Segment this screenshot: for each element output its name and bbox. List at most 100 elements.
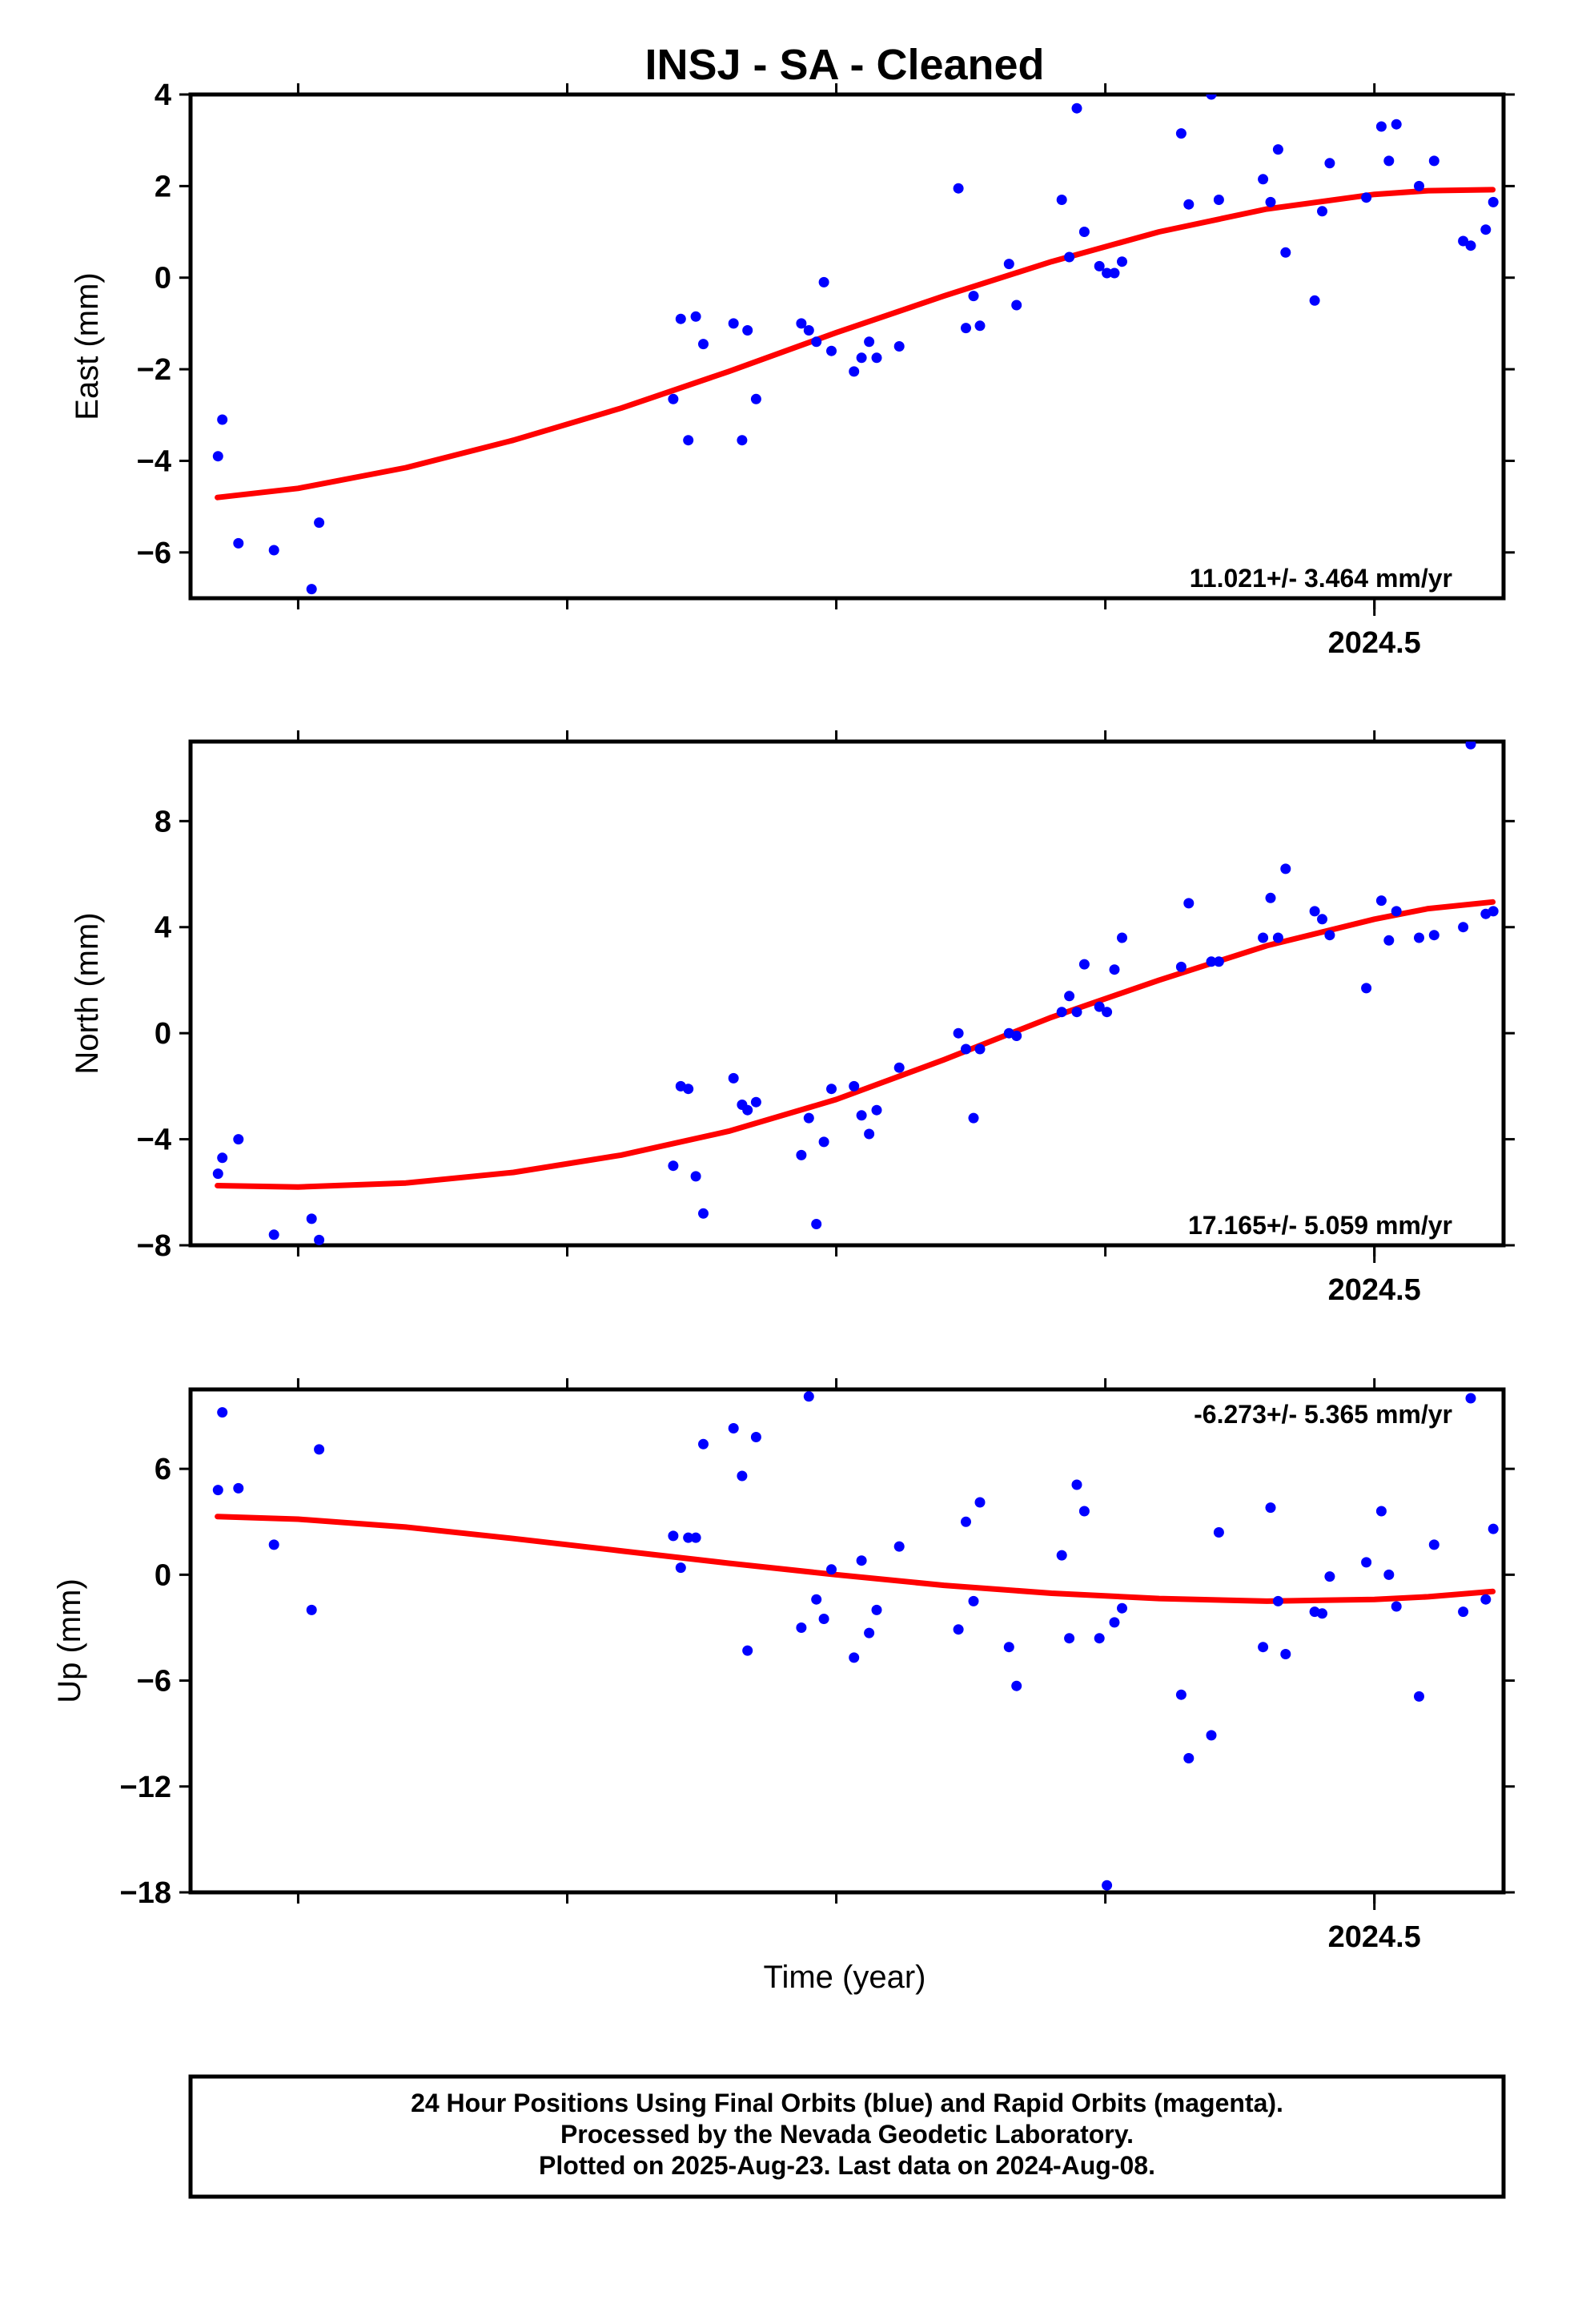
data-point [811, 1594, 822, 1605]
data-point [1480, 224, 1492, 235]
data-point [1280, 1649, 1291, 1659]
data-point [268, 1229, 279, 1240]
data-point [953, 1624, 964, 1635]
data-point [1375, 895, 1387, 907]
data-point [818, 1614, 829, 1624]
data-point [314, 517, 325, 529]
data-point [1361, 192, 1372, 203]
data-point [1324, 158, 1335, 169]
data-point [1414, 180, 1424, 191]
data-point [217, 1407, 228, 1418]
data-point [826, 1564, 837, 1575]
data-point [212, 1168, 223, 1180]
data-point [1117, 1602, 1127, 1614]
data-point [683, 1084, 694, 1095]
panel-3: −18 −12 −6 0 6 2024.5 Up (mm) -6.273+/- 5.365 m… [52, 1378, 1515, 1954]
data-point [698, 1438, 709, 1449]
data-point [1488, 906, 1499, 917]
data-point [818, 1136, 829, 1148]
y-tick-label: 2 [155, 170, 171, 203]
data-point [1488, 196, 1499, 207]
data-point [1094, 1001, 1105, 1012]
data-point [1064, 1633, 1075, 1644]
data-point [750, 1096, 761, 1108]
data-point [1383, 1569, 1395, 1580]
data-point [1071, 103, 1082, 114]
data-point [212, 1485, 223, 1496]
data-point [871, 352, 882, 364]
data-point [314, 1444, 325, 1455]
data-point [796, 1149, 807, 1160]
data-point [1428, 1539, 1439, 1550]
data-point [1375, 121, 1387, 132]
data-point [668, 1530, 679, 1542]
data-point [1265, 1502, 1276, 1514]
data-point [1272, 932, 1283, 943]
data-point [1011, 300, 1022, 311]
data-point [1056, 195, 1067, 205]
data-point [856, 1555, 867, 1566]
data-point [1213, 1527, 1224, 1538]
data-point [1117, 932, 1127, 943]
data-point [217, 414, 228, 425]
data-points [212, 1391, 1499, 1891]
data-point [1003, 1642, 1014, 1653]
data-point [849, 366, 860, 377]
data-point [961, 1043, 971, 1055]
data-point [750, 393, 761, 404]
y-tick-label: 4 [155, 78, 171, 112]
data-point [1206, 94, 1217, 100]
x-axis-label: Time (year) [764, 1960, 926, 1995]
chart-title: INSJ - SA - Cleaned [644, 41, 1044, 89]
data-point [1183, 199, 1195, 210]
x-tick-label: 2024.5 [1328, 1920, 1421, 1954]
data-point [1109, 1617, 1120, 1628]
data-point [1428, 155, 1439, 167]
data-point [1064, 251, 1075, 263]
data-point [1458, 922, 1469, 933]
data-point [1361, 983, 1372, 994]
y-axis-label: North (mm) [70, 912, 105, 1074]
footer-line-3: Plotted on 2025-Aug-23. Last data on 202… [539, 2151, 1155, 2180]
data-point [1258, 1642, 1269, 1653]
data-point [1414, 1691, 1424, 1702]
data-point [849, 1080, 860, 1092]
data-point [1324, 930, 1335, 941]
data-point [728, 1072, 739, 1084]
y-tick-label: −4 [137, 444, 171, 478]
data-point [737, 435, 748, 446]
data-point [1309, 906, 1320, 917]
data-point [864, 1627, 875, 1638]
data-points [212, 742, 1499, 1245]
data-point [1465, 1393, 1476, 1404]
data-point [864, 1128, 875, 1140]
data-point [826, 345, 837, 356]
data-point [1102, 1007, 1113, 1018]
data-point [893, 1541, 905, 1552]
data-point [1213, 195, 1224, 205]
data-point [1258, 174, 1269, 185]
x-tick-label: 2024.5 [1328, 626, 1421, 660]
data-point [1071, 1007, 1082, 1018]
data-point [217, 1152, 228, 1164]
data-point [953, 1027, 964, 1039]
data-point [893, 1062, 905, 1073]
y-tick-label: 0 [155, 1558, 171, 1592]
y-tick-label: 4 [155, 911, 171, 945]
data-point [233, 1134, 244, 1145]
y-tick-label: 8 [155, 805, 171, 838]
data-point [1183, 898, 1195, 909]
data-point [1488, 1523, 1499, 1534]
data-point [268, 545, 279, 556]
data-point [1064, 991, 1075, 1002]
data-point [1465, 240, 1476, 251]
data-point [1361, 1557, 1372, 1568]
data-point [1078, 227, 1090, 237]
data-point [1391, 906, 1402, 917]
data-point [268, 1539, 279, 1550]
data-point [1414, 932, 1424, 943]
data-point [1078, 959, 1090, 970]
data-point [1391, 1601, 1402, 1612]
fit-line [215, 187, 1496, 501]
